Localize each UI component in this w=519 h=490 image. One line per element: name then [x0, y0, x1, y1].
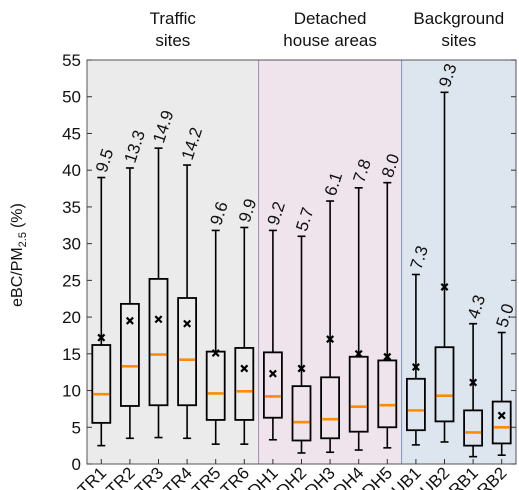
group-title-3-line-1: Background: [413, 9, 504, 28]
box-TR1: [91, 176, 112, 447]
mean-marker: [469, 378, 478, 387]
group-title-2-line-1: Detached: [294, 9, 367, 28]
y-tick-label: 15: [62, 345, 81, 364]
box-iqr: [262, 351, 283, 419]
box-TR5: [205, 229, 226, 445]
box-iqr: [177, 297, 198, 407]
mean-marker: [240, 364, 249, 373]
box-TR3: [148, 147, 169, 439]
box-iqr: [348, 355, 369, 433]
box-iqr: [405, 377, 426, 432]
y-axis-label: eBC/PM2.5 (%): [9, 203, 29, 307]
box-TR2: [120, 167, 140, 440]
mean-marker: [383, 352, 392, 361]
group-panel-1: [86, 59, 260, 465]
box-RB2: [491, 331, 512, 456]
mean-marker: [497, 411, 506, 420]
y-tick-label: 0: [72, 455, 81, 474]
boxes-layer: [91, 91, 512, 458]
mean-marker: [183, 319, 192, 328]
group-title-1-line-1: Traffic: [150, 9, 197, 28]
y-tick-label: 55: [62, 51, 81, 70]
group-titles: Traffic sites Detached house areas Backgroun…: [150, 9, 505, 50]
group-title-1-line-2: sites: [155, 31, 190, 50]
y-tick-label: 25: [62, 271, 81, 290]
box-RB1: [463, 322, 484, 458]
box-TR6: [234, 226, 255, 445]
mean-marker: [326, 335, 335, 344]
box-iqr: [491, 400, 512, 445]
y-axis-label-subscript: 2.5: [17, 232, 29, 247]
mean-marker: [297, 364, 306, 373]
box-DH5: [377, 181, 398, 449]
box-iqr: [91, 344, 112, 424]
box-DH1: [262, 229, 283, 441]
mean-marker: [211, 349, 220, 358]
box-UB1: [405, 273, 426, 446]
box-DH4: [348, 187, 369, 451]
group-title-3-line-2: sites: [441, 31, 476, 50]
box-TR4: [177, 164, 198, 440]
box-UB2: [434, 91, 455, 443]
box-iqr: [377, 359, 398, 429]
y-tick-label: 10: [62, 382, 81, 401]
box-iqr: [320, 376, 341, 440]
mean-marker: [440, 282, 449, 291]
y-axis-label-main: eBC/PM: [9, 247, 26, 307]
y-tick-label: 35: [62, 198, 81, 217]
box-iqr: [234, 347, 255, 421]
mean-marker: [97, 333, 106, 342]
box-DH3: [320, 200, 341, 454]
y-tick-label: 5: [72, 418, 81, 437]
y-tick-label: 30: [62, 235, 81, 254]
box-DH2: [291, 235, 312, 454]
box-iqr: [148, 277, 169, 407]
box-iqr: [120, 302, 140, 407]
y-axis: 0 5 10 15 20 25 30 35 40 45 50 55: [62, 51, 516, 474]
mean-marker: [125, 316, 134, 325]
y-tick-label: 40: [62, 161, 81, 180]
y-tick-label: 45: [62, 124, 81, 143]
y-tick-label: 20: [62, 308, 81, 327]
mean-marker: [354, 349, 363, 358]
box-iqr: [434, 346, 455, 423]
mean-marker: [411, 363, 420, 372]
mean-marker: [268, 369, 277, 378]
y-axis-label-unit: (%): [9, 203, 26, 228]
group-title-2-line-2: house areas: [283, 31, 377, 50]
box-iqr: [463, 409, 484, 447]
box-iqr: [291, 385, 312, 442]
y-tick-label: 50: [62, 88, 81, 107]
mean-marker: [154, 315, 163, 324]
